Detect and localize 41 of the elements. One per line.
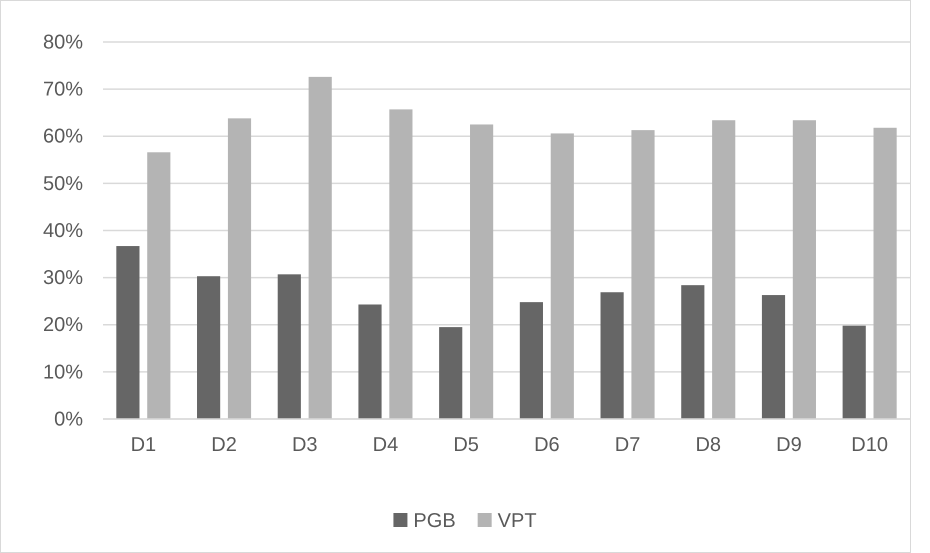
bar [520, 302, 543, 419]
legend-label: VPT [498, 510, 537, 532]
y-tick-label: 20% [42, 314, 84, 336]
bar [197, 276, 220, 419]
x-tick-label: D7 [614, 434, 640, 456]
bar [631, 130, 655, 419]
x-tick-label: D5 [453, 434, 479, 456]
bar [600, 292, 624, 419]
bar [147, 152, 170, 419]
y-tick-label: 0% [54, 408, 84, 430]
bar [439, 327, 462, 419]
x-tick-label: D9 [776, 434, 802, 456]
bar [228, 118, 252, 419]
bar [389, 109, 412, 419]
bar [712, 120, 736, 419]
bar [842, 326, 866, 419]
x-tick-label: D10 [851, 434, 888, 456]
x-tick-label: D3 [292, 434, 318, 456]
x-tick-label: D6 [534, 434, 560, 456]
x-tick-label: D4 [372, 434, 398, 456]
x-tick-label: D2 [211, 434, 237, 456]
bar [308, 76, 332, 419]
y-tick-label: 40% [42, 220, 84, 242]
y-tick-label: 60% [42, 126, 84, 148]
y-tick-label: 70% [42, 78, 84, 101]
bar [550, 133, 574, 419]
x-tick-label: D1 [130, 434, 156, 456]
legend-label: PGB [413, 510, 456, 532]
bar [358, 304, 382, 419]
bar [874, 128, 897, 419]
y-tick-label: 80% [42, 31, 84, 54]
y-tick-label: 10% [42, 361, 84, 384]
y-tick-label: 30% [42, 267, 84, 290]
x-tick-label: D8 [695, 434, 722, 456]
bar [681, 285, 704, 419]
bar [792, 120, 816, 419]
y-tick-label: 50% [42, 172, 84, 195]
bar [278, 274, 301, 419]
bar [762, 295, 786, 419]
bar [116, 246, 140, 419]
bar [470, 124, 494, 419]
